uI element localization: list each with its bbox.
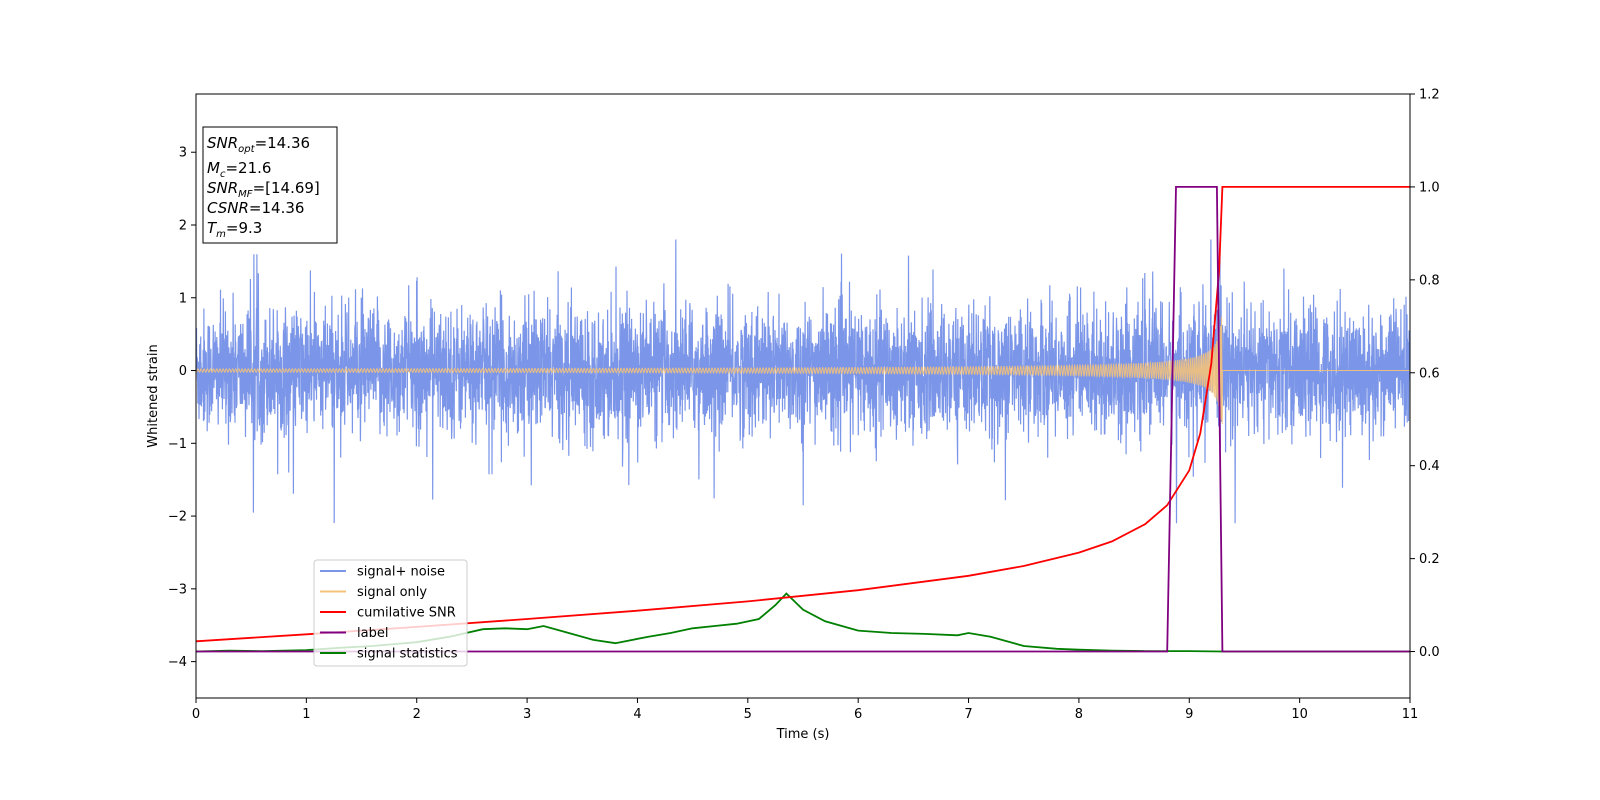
y-right-tick-label: 1.2 (1419, 88, 1440, 103)
y-right-tick-label: 0.4 (1419, 459, 1440, 474)
y-right-tick-label: 1.0 (1419, 180, 1440, 195)
y-left-tick-label: −4 (168, 655, 187, 670)
y-right-tick-label: 0.0 (1419, 645, 1440, 660)
legend-label: signal statistics (357, 647, 458, 662)
info-tm: Tm=9.3 (207, 219, 262, 240)
x-tick-label: 0 (192, 707, 200, 722)
y-left-tick-label: −3 (168, 582, 187, 597)
x-tick-label: 7 (964, 707, 972, 722)
y-left-tick-label: 0 (179, 364, 187, 379)
x-axis: 0 1 2 3 4 5 6 7 8 9 10 11 (192, 698, 1418, 722)
legend: signal+ noise signal only cumilative SNR la… (313, 559, 468, 667)
x-tick-label: 9 (1185, 707, 1193, 722)
x-tick-label: 6 (854, 707, 862, 722)
y-right-tick-label: 0.2 (1419, 552, 1440, 567)
x-tick-label: 11 (1402, 707, 1419, 722)
x-tick-label: 10 (1291, 707, 1308, 722)
y-axis-left: −4 −3 −2 −1 0 1 2 3 (168, 146, 196, 670)
axes-frame (195, 93, 1411, 699)
y-right-tick-label: 0.8 (1419, 273, 1440, 288)
info-snr-opt: SNRopt=14.36 (207, 134, 310, 155)
legend-label: cumilative SNR (357, 606, 456, 621)
x-axis-label: Time (s) (776, 727, 830, 742)
y-left-tick-label: −1 (168, 437, 187, 452)
series-label (196, 186, 1410, 653)
x-tick-label: 3 (523, 707, 531, 722)
y-left-tick-label: −2 (168, 510, 187, 525)
x-tick-label: 8 (1075, 707, 1083, 722)
info-box: SNRopt=14.36 Mc=21.6 SNRMF=[14.69] CSNR=… (202, 126, 338, 244)
y-left-tick-label: 1 (179, 291, 187, 306)
x-tick-label: 5 (744, 707, 752, 722)
info-snr-mf: SNRMF=[14.69] (207, 179, 320, 200)
y-axis-right: 0.0 0.2 0.4 0.6 0.8 1.0 1.2 (1410, 88, 1440, 660)
x-tick-label: 1 (302, 707, 310, 722)
info-box-frame (202, 126, 338, 244)
x-tick-label: 2 (413, 707, 421, 722)
y-left-tick-label: 2 (179, 218, 187, 233)
info-csnr: CSNR=14.36 (207, 199, 304, 217)
info-mc: Mc=21.6 (207, 159, 271, 180)
legend-label: label (357, 626, 388, 641)
legend-label: signal+ noise (357, 565, 445, 580)
y-axis-left-label: Whitened strain (146, 344, 161, 447)
series-cumulative-snr (196, 186, 1410, 643)
y-right-tick-label: 0.6 (1419, 366, 1440, 381)
y-left-tick-label: 3 (179, 146, 187, 161)
legend-frame (313, 559, 468, 667)
legend-label: signal only (357, 585, 427, 600)
series-signal-only (196, 316, 1410, 425)
x-tick-label: 4 (633, 707, 641, 722)
